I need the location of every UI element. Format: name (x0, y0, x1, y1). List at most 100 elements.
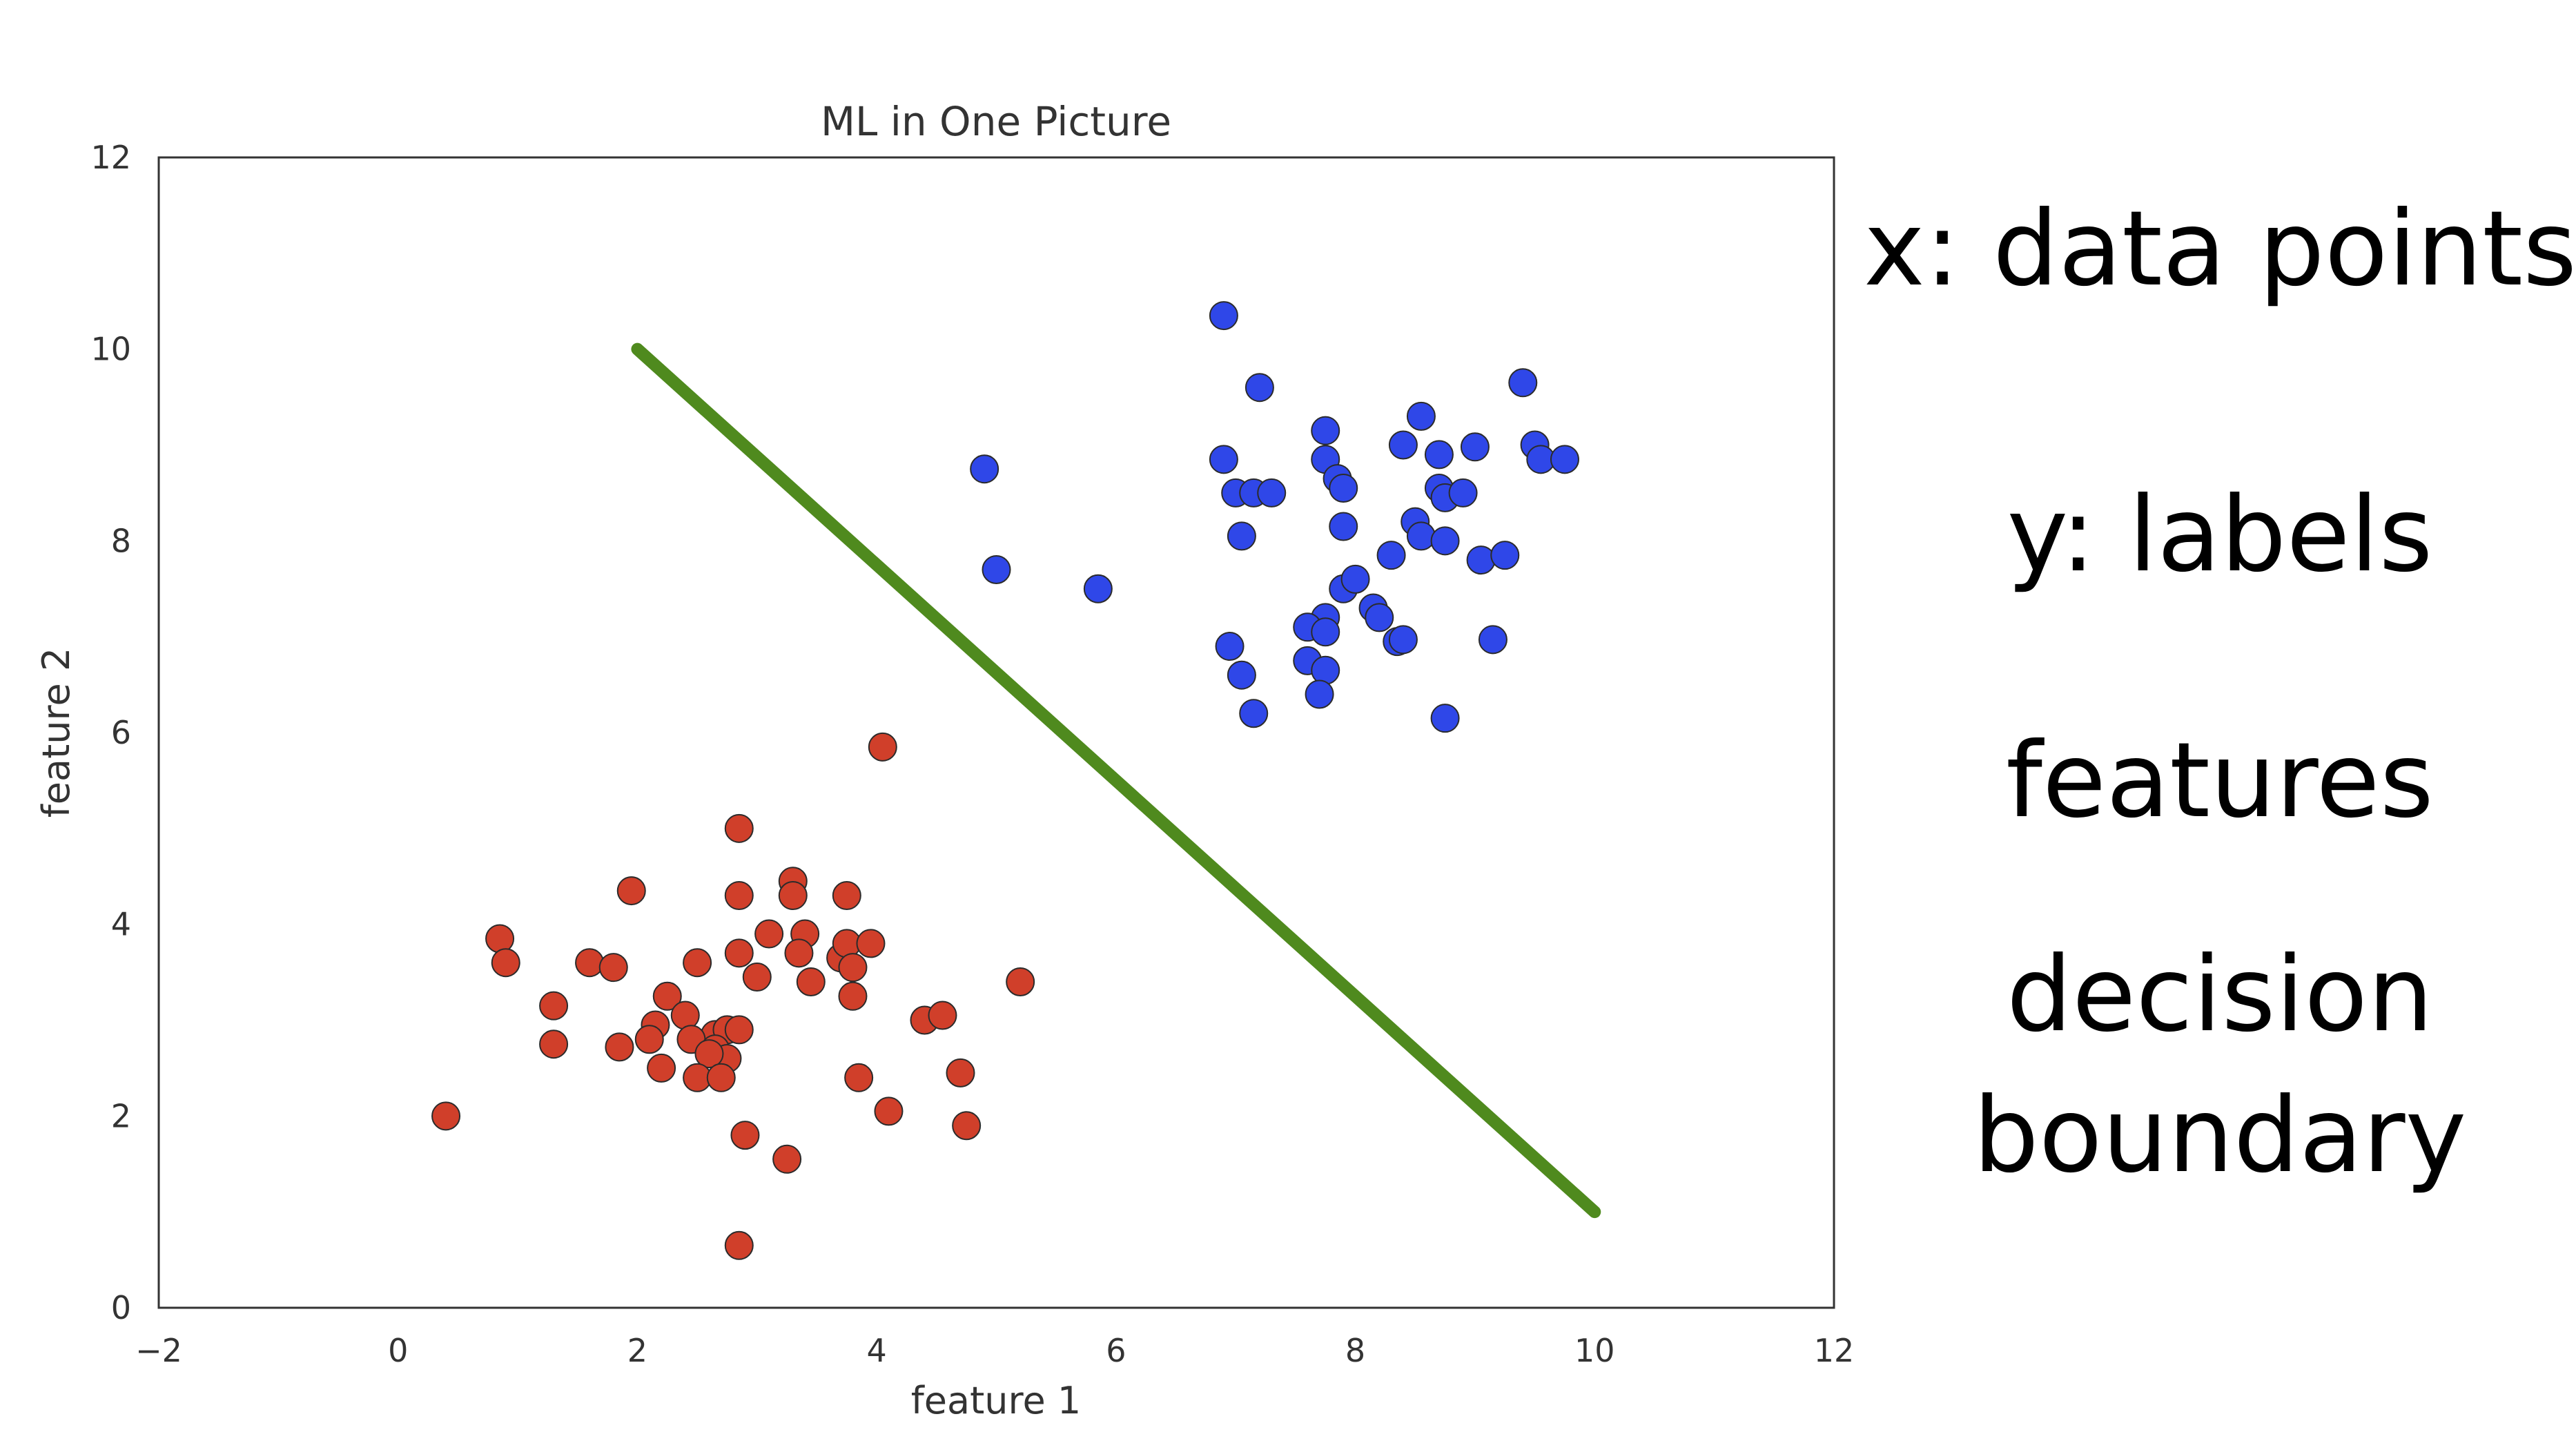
blue-data-point (1227, 521, 1256, 551)
red-data-point (952, 1111, 982, 1141)
x-tick-label: 4 (867, 1332, 887, 1369)
blue-data-point (1305, 679, 1334, 709)
y-tick-label: 10 (90, 331, 131, 368)
blue-data-point (1388, 625, 1418, 655)
red-data-point (706, 1063, 736, 1092)
y-tick-label: 4 (111, 906, 131, 943)
blue-data-point (1311, 416, 1340, 445)
red-data-point (946, 1058, 975, 1088)
blue-data-point (1239, 699, 1269, 728)
decision-boundary-group (631, 342, 1601, 1219)
blue-data-point (1311, 617, 1340, 647)
decision-boundary-line (631, 342, 1601, 1219)
y-axis-label: feature 2 (35, 648, 78, 818)
x-tick-label: 2 (627, 1332, 647, 1369)
annotation-boundary: boundary (1973, 1076, 2467, 1196)
red-data-point (844, 1063, 874, 1092)
red-data-point (778, 881, 808, 911)
red-data-point (784, 938, 814, 968)
y-tick-label: 0 (111, 1289, 131, 1326)
red-data-point (605, 1032, 634, 1062)
blue-data-point (1365, 603, 1394, 632)
red-data-point (874, 1096, 904, 1126)
y-tick-label: 2 (111, 1097, 131, 1134)
blue-data-point (1466, 545, 1496, 575)
y-tick-labels: 0 2 4 6 8 10 12 (90, 139, 131, 1326)
x-tick-label: 12 (1814, 1332, 1855, 1369)
x-tick-label: −2 (135, 1332, 182, 1369)
red-data-point (539, 1030, 569, 1059)
red-data-point (838, 953, 868, 983)
y-tick-label: 8 (111, 522, 131, 559)
red-data-point (724, 938, 754, 968)
red-data-point (598, 953, 628, 983)
blue-data-point (1376, 541, 1406, 570)
red-data-point (694, 1039, 724, 1069)
blue-data-point (1311, 655, 1340, 685)
blue-data-point (1550, 445, 1579, 474)
plot-area (157, 156, 1835, 1309)
blue-data-point (982, 554, 1011, 584)
annotation-data-points: x: data points (1864, 189, 2576, 309)
red-data-point (838, 981, 868, 1011)
blue-data-point (1340, 564, 1370, 594)
blue-data-point (1329, 512, 1358, 541)
blue-data-point (1215, 632, 1245, 661)
red-data-point (575, 948, 605, 978)
blue-data-point (1430, 526, 1460, 556)
blue-data-point (1388, 430, 1418, 460)
blue-data-point (1245, 373, 1274, 403)
blue-data-point (1257, 478, 1287, 508)
blue-data-point (1508, 368, 1538, 398)
x-tick-label: 6 (1106, 1332, 1126, 1369)
annotation-features: features (2006, 721, 2434, 841)
blue-data-point (1329, 473, 1358, 503)
blue-data-point (1424, 440, 1454, 470)
red-data-point (616, 876, 646, 906)
red-data-point (683, 948, 712, 978)
red-data-point (539, 991, 569, 1021)
red-data-point (928, 1000, 957, 1030)
x-tick-label: 8 (1345, 1332, 1365, 1369)
annotation-labels: y: labels (2007, 475, 2433, 595)
red-data-point (772, 1144, 802, 1174)
red-data-point (1006, 967, 1035, 996)
blue-data-point (1478, 625, 1507, 655)
blue-data-point (1448, 478, 1478, 508)
red-data-point (724, 1015, 754, 1045)
blue-data-point (1406, 401, 1436, 431)
red-data-point (670, 1000, 700, 1030)
blue-data-point (970, 454, 999, 484)
red-data-point (724, 813, 754, 843)
red-data-point (730, 1121, 760, 1150)
red-data-point (491, 948, 520, 978)
red-data-point (724, 1230, 754, 1260)
red-data-point (485, 924, 515, 954)
x-tick-labels: −2 0 2 4 6 8 10 12 (135, 1332, 1854, 1369)
red-data-point (652, 981, 682, 1011)
red-data-point (742, 963, 772, 992)
red-data-point (832, 881, 861, 911)
x-axis-label: feature 1 (911, 1379, 1081, 1422)
blue-data-point (1227, 660, 1256, 690)
annotation-decision: decision (2006, 935, 2434, 1055)
blue-data-point (1209, 445, 1238, 474)
red-data-point (634, 1025, 664, 1054)
y-tick-label: 12 (90, 139, 131, 176)
chart-title: ML in One Picture (821, 98, 1171, 145)
red-data-point (796, 967, 826, 996)
red-data-point (868, 732, 897, 762)
blue-data-point (1490, 541, 1520, 570)
blue-data-point (1406, 521, 1436, 551)
blue-data-point (1460, 432, 1490, 462)
red-data-point (754, 919, 784, 949)
red-data-point (856, 929, 886, 958)
blue-data-point (1083, 574, 1113, 603)
x-tick-label: 10 (1574, 1332, 1615, 1369)
blue-data-point (1430, 704, 1460, 733)
data-points-group (431, 301, 1579, 1260)
blue-data-point (1209, 301, 1238, 331)
red-data-point (431, 1101, 461, 1131)
